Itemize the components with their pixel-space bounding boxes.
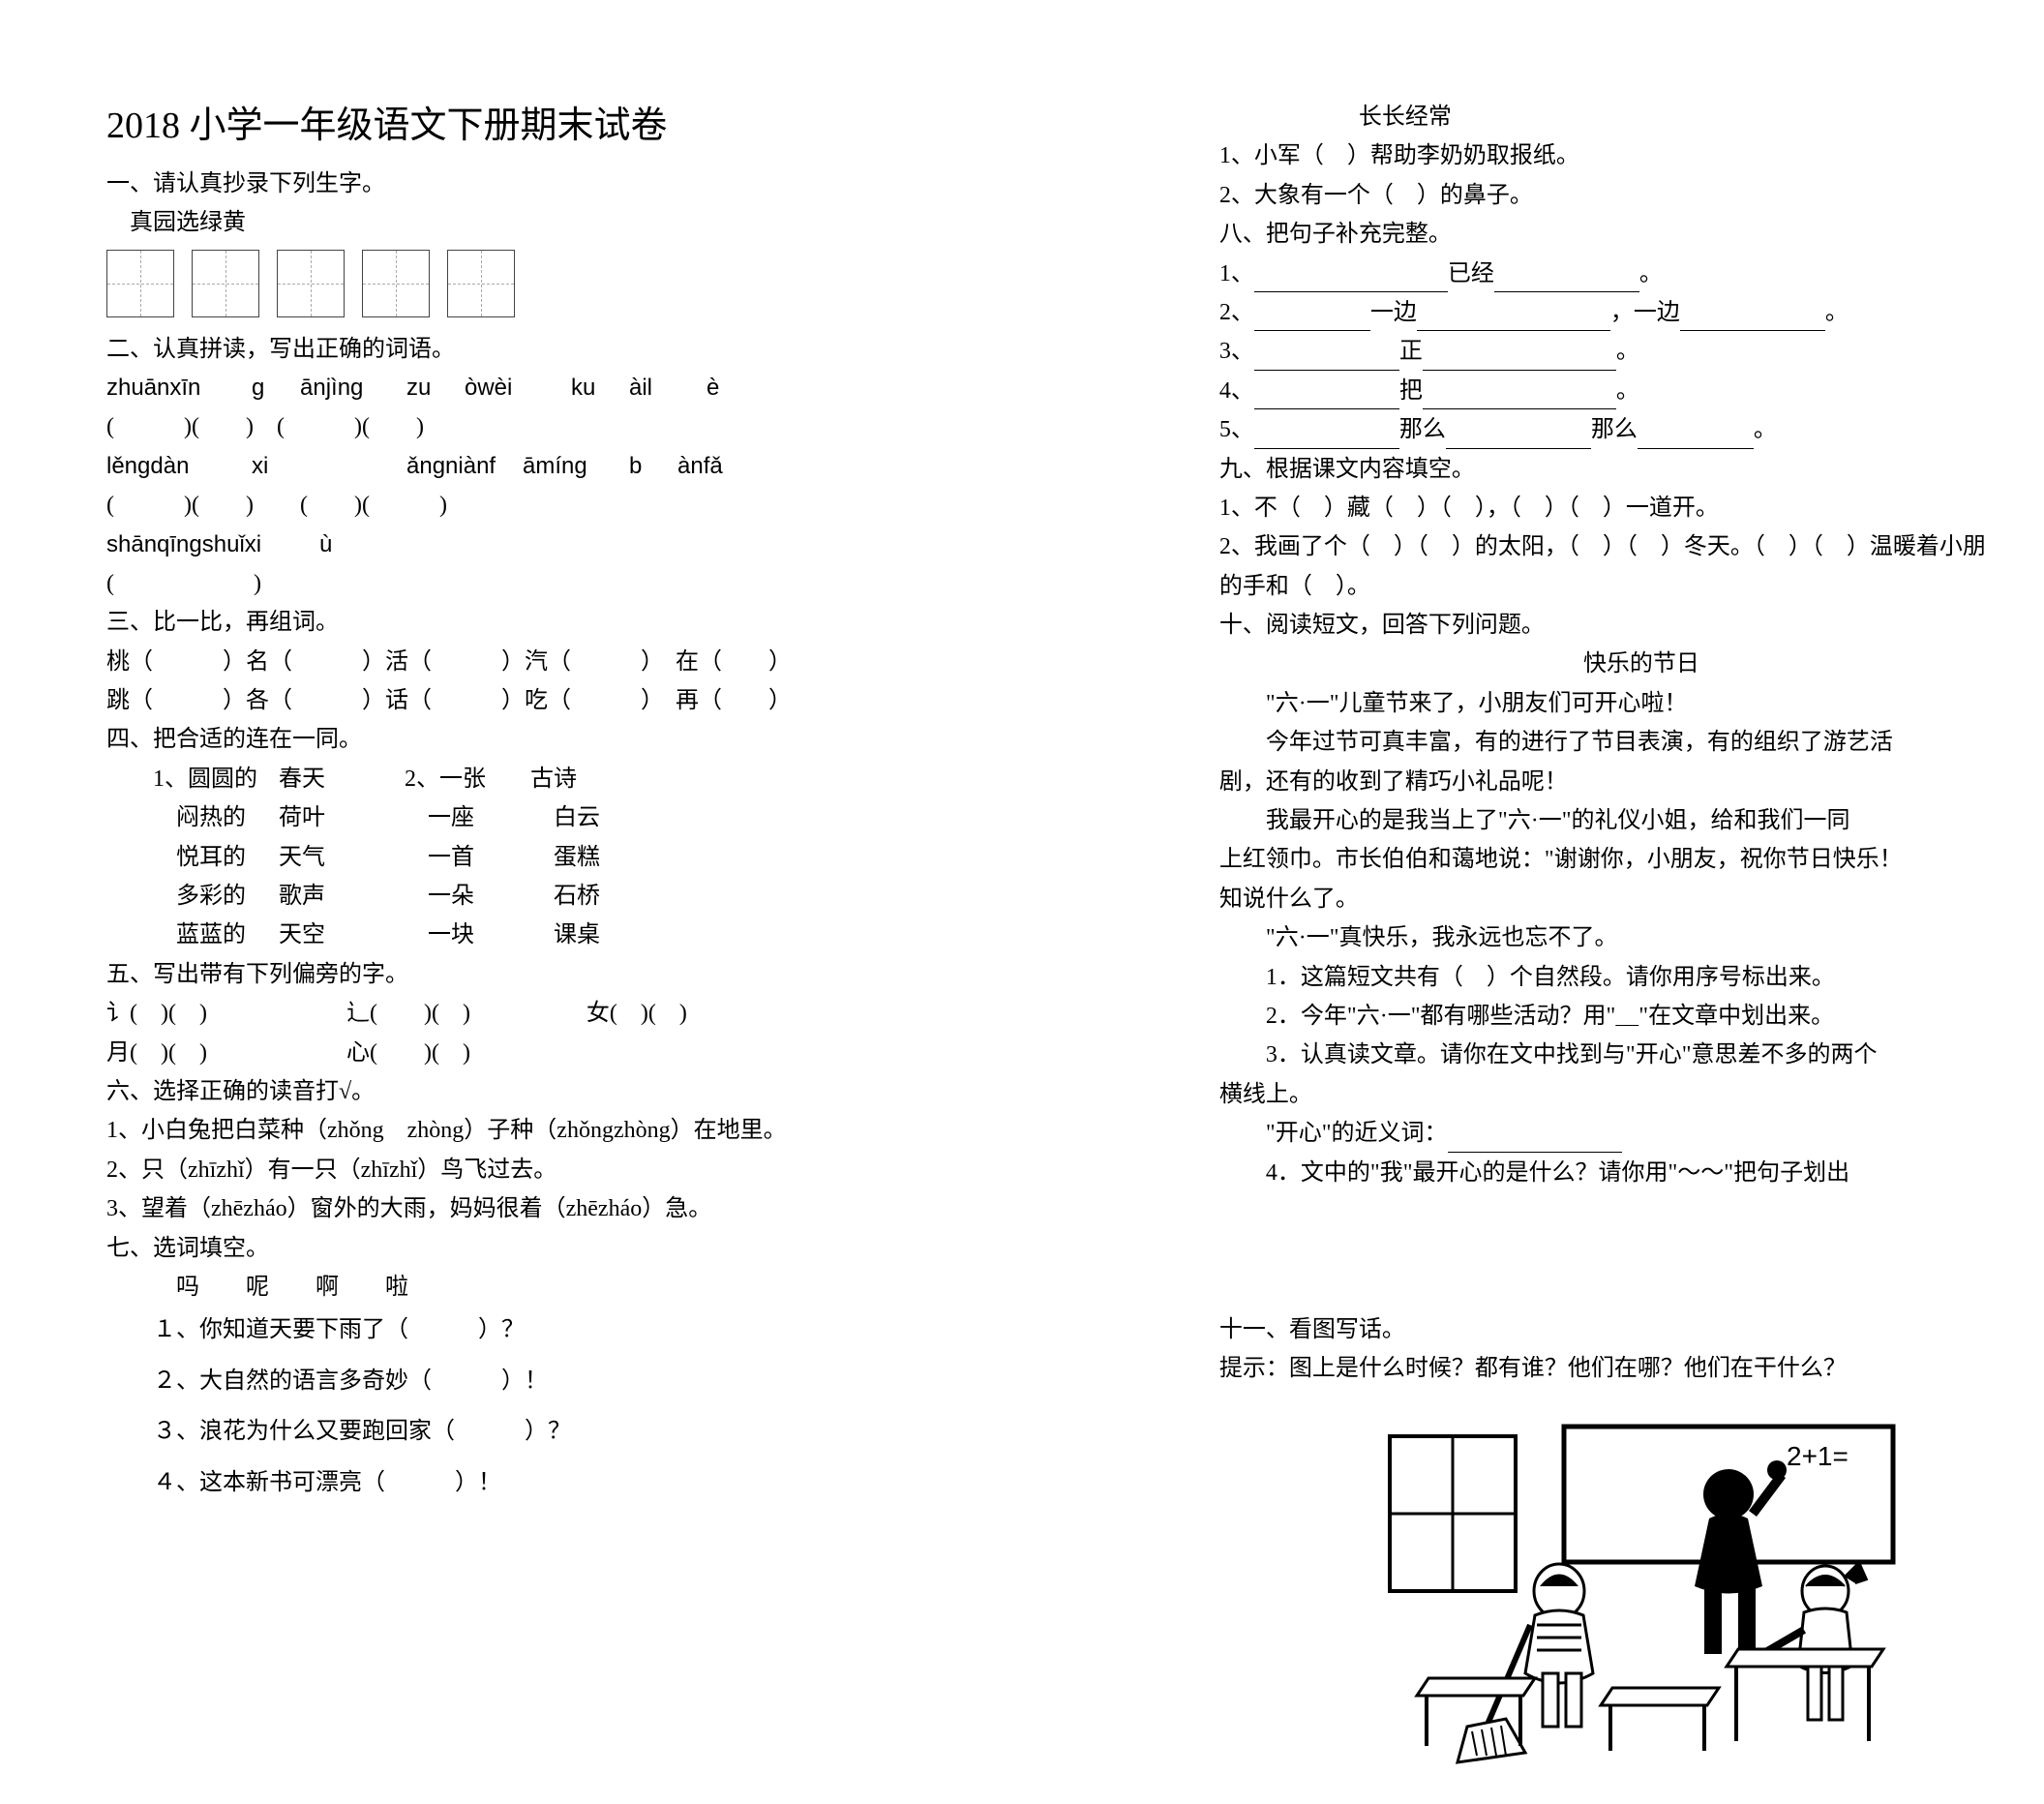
paren-row: ( )( ) ( )( ) [106, 487, 1181, 524]
s7-line: １、你知道天要下雨了（ ）？ [106, 1311, 1181, 1348]
s3-line: 桃（ ）名（ ）活（ ）汽（ ） 在（ ） [106, 644, 1181, 680]
s5-line: 讠( )( ) 辶( )( ) 女( )( ) [106, 995, 1181, 1032]
s8-row: 2、一边，一边。 [1219, 294, 2044, 331]
s10-title: 快乐的节日 [1219, 646, 2044, 682]
s1-heading: 一、请认真抄录下列生字。 [106, 165, 1181, 202]
paren-row: ( ) [106, 565, 1181, 602]
char-box[interactable] [192, 250, 259, 317]
s6-line: 3、望着（zhēzháo）窗外的大雨，妈妈很着（zhēzháo）急。 [106, 1190, 1181, 1227]
paren-row: ( )( ) ( )( ) [106, 408, 1181, 445]
s7-opts: 吗 呢 啊 啦 [106, 1269, 1181, 1306]
s10-heading: 十、阅读短文，回答下列问题。 [1219, 607, 2044, 644]
s10-p: "六·一"儿童节来了，小朋友们可开心啦！ [1219, 685, 2044, 722]
s9-heading: 九、根据课文内容填空。 [1219, 451, 2044, 488]
s9-line: 的手和（ ）。 [1219, 568, 2044, 605]
classroom-illustration-icon: 2+1= [1370, 1398, 1912, 1765]
s9-line: 1、不（ ）藏（ ）（ ），（ ）（ ）一道开。 [1219, 490, 2044, 526]
s10-q: 1．这篇短文共有（ ）个自然段。请你用序号标出来。 [1219, 959, 2044, 996]
s10-q: 横线上。 [1219, 1076, 2044, 1113]
s2-heading: 二、认真拼读，写出正确的词语。 [106, 331, 1181, 368]
s6-heading: 六、选择正确的读音打√。 [106, 1073, 1181, 1110]
s7-line: ４、这本新书可漂亮（ ）！ [106, 1464, 1181, 1501]
svg-text:2+1=: 2+1= [1787, 1441, 1849, 1471]
s7-line: ２、大自然的语言多奇妙（ ）！ [106, 1363, 1181, 1399]
s6-line: 1、小白兔把白菜种（zhǒng zhòng）子种（zhǒngzhòng）在地里。 [106, 1112, 1181, 1149]
s1-chars: 真园选绿黄 [106, 204, 1181, 241]
char-box[interactable] [362, 250, 430, 317]
rtop-line: 1、小军（ ）帮助李奶奶取报纸。 [1219, 137, 2044, 174]
char-box[interactable] [447, 250, 515, 317]
s8-row: 4、把。 [1219, 373, 2044, 409]
s10-q: 4．文中的"我"最开心的是什么？请你用"～～"把句子划出 [1219, 1155, 2044, 1191]
s10-p: 今年过节可真丰富，有的进行了节目表演，有的组织了游艺活 [1219, 724, 2044, 761]
pinyin-row: lěngdàn xi ǎngniànf āmíng b ànfǎ [106, 448, 1181, 485]
s4-grid: 1、圆圆的春天2、一张古诗 闷热的荷叶一座白云 悦耳的天气一首蛋糕 多彩的歌声一… [106, 761, 1181, 954]
rtop-opts: 长长经常 [1219, 99, 2044, 135]
s4-heading: 四、把合适的连在一同。 [106, 721, 1181, 758]
s7-heading: 七、选词填空。 [106, 1230, 1181, 1267]
s10-q: "开心"的近义词： [1219, 1115, 2044, 1152]
char-box[interactable] [277, 250, 345, 317]
s8-row: 5、那么那么。 [1219, 411, 2044, 448]
s5-heading: 五、写出带有下列偏旁的字。 [106, 956, 1181, 993]
page-title: 2018 小学一年级语文下册期末试卷 [106, 97, 1181, 156]
s11-illustration: 2+1= [1219, 1398, 2044, 1765]
pinyin-row: zhuānxīn g ānjìng zu òwèi ku àil è [106, 370, 1181, 406]
s3-heading: 三、比一比，再组词。 [106, 604, 1181, 641]
s10-p: 上红领巾。市长伯伯和蔼地说："谢谢你，小朋友，祝你节日快乐！ [1219, 841, 2044, 878]
s11-heading: 十一、看图写话。 [1219, 1311, 2044, 1348]
s8-row: 3、正。 [1219, 333, 2044, 370]
s9-line: 2、我画了个（ ）（ ）的太阳，（ ）（ ）冬天。（ ）（ ）温暖着小朋 [1219, 528, 2044, 565]
s11-hint: 提示：图上是什么时候？都有谁？他们在哪？他们在干什么？ [1219, 1350, 2044, 1387]
s10-p: 知说什么了。 [1219, 881, 2044, 917]
s10-q: 2．今年"六·一"都有哪些活动？用"＿"在文章中划出来。 [1219, 998, 2044, 1035]
s3-line: 跳（ ）各（ ）话（ ）吃（ ） 再（ ） [106, 682, 1181, 719]
rtop-line: 2、大象有一个（ ）的鼻子。 [1219, 177, 2044, 214]
s10-p: 剧，还有的收到了精巧小礼品呢！ [1219, 764, 2044, 800]
s10-p: "六·一"真快乐，我永远也忘不了。 [1219, 919, 2044, 956]
s8-row: 1、已经。 [1219, 256, 2044, 292]
s7-line: ３、浪花为什么又要跑回家（ ）？ [106, 1413, 1181, 1450]
s10-q: 3．认真读文章。请你在文中找到与"开心"意思差不多的两个 [1219, 1037, 2044, 1073]
s6-line: 2、只（zhīzhǐ）有一只（zhīzhǐ）鸟飞过去。 [106, 1152, 1181, 1188]
s10-p: 我最开心的是我当上了"六·一"的礼仪小姐，给和我们一同 [1219, 802, 2044, 839]
s8-heading: 八、把句子补充完整。 [1219, 216, 2044, 253]
char-boxes [106, 250, 1181, 317]
s5-line: 月( )( ) 心( )( ) [106, 1035, 1181, 1071]
char-box[interactable] [106, 250, 174, 317]
pinyin-row: shānqīngshuǐxi ù [106, 526, 1181, 563]
